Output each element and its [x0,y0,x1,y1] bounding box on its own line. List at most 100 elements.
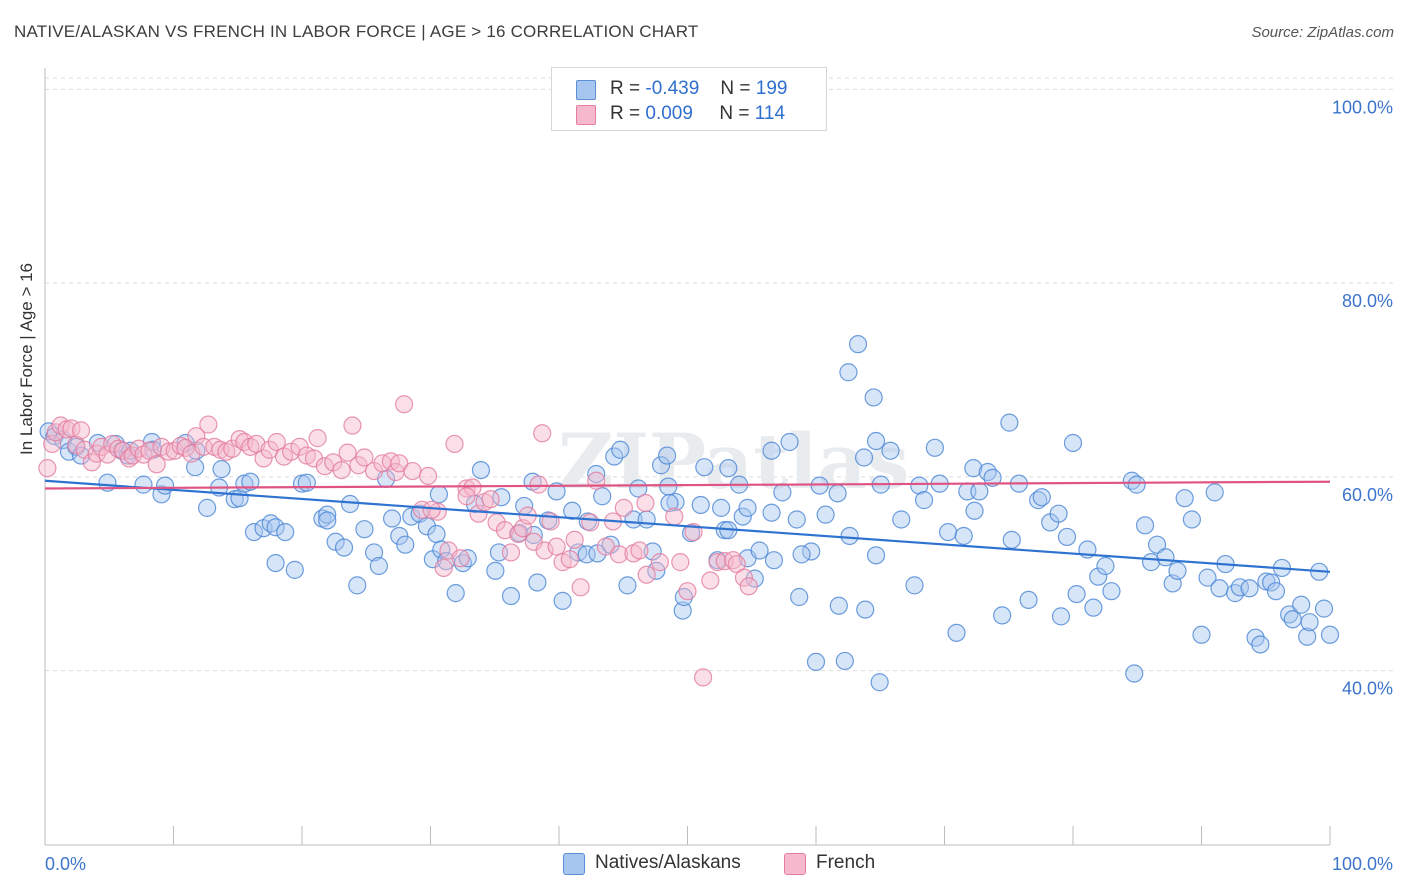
data-point [733,507,752,526]
data-point [854,448,874,467]
n-label: N = [719,103,750,124]
data-point [1168,561,1187,580]
x-tick-label: 0.0% [45,854,86,874]
axes [44,68,1331,846]
data-point [806,652,826,672]
data-point [241,472,260,491]
data-point [1089,567,1108,586]
data-point [451,549,470,568]
data-point [719,459,738,478]
natives-legend-swatch [563,853,585,875]
chart-title: NATIVE/ALASKAN VS FRENCH IN LABOR FORCE … [14,22,699,41]
data-point [266,553,285,573]
data-point [509,524,528,544]
data-point [355,448,374,467]
data-point [1067,584,1086,604]
data-point [382,509,402,528]
data-point [1063,433,1083,453]
data-point [427,524,446,544]
data-point [1084,598,1103,617]
data-point [673,601,692,620]
data-point [609,545,629,564]
data-point [1292,595,1311,614]
data-point [993,606,1012,625]
data-point [429,485,449,504]
data-point [338,443,357,462]
data-point [396,535,415,554]
data-point [925,438,944,457]
data-point [839,363,858,382]
data-point [297,473,316,492]
data-point [445,434,464,454]
natives-swatch [576,80,596,100]
data-point [1127,475,1146,494]
data-point [82,453,101,472]
data-point [510,523,529,543]
x-tick-labels: 0.0% 100.0% [45,854,1393,874]
source-label[interactable]: Source: ZipAtlas.com [1251,24,1394,41]
data-point [734,568,754,587]
data-point [394,395,414,414]
data-point [457,487,476,506]
data-point [1240,579,1259,598]
data-point [665,507,684,526]
data-point [1051,607,1071,626]
data-point [750,541,769,560]
data-point [1320,625,1340,644]
data-point [1314,599,1334,618]
data-point [71,421,91,440]
data-point [643,542,662,561]
data-point [266,518,285,537]
data-point [134,475,153,494]
data-point [965,501,984,520]
data-point [340,494,360,514]
data-point [790,587,809,607]
data-point [659,477,678,496]
data-point [764,551,784,570]
data-point [695,458,714,477]
natives-alaskans-points [39,335,1340,692]
data-point [1096,556,1115,576]
data-point [103,434,122,454]
data-point [905,576,924,595]
data-point [787,510,806,529]
r-value: -0.439 [645,78,700,99]
data-point [315,457,334,476]
data-point [651,456,671,475]
data-point [308,429,327,448]
natives-legend-label: Natives/Alaskans [595,852,741,873]
data-point [553,591,572,610]
data-point [636,493,655,513]
data-point [970,482,989,501]
data-point [369,556,388,576]
stats-legend: R = -0.439 N = 199 R = 0.009 N = 114 [551,67,827,131]
data-point [964,459,983,478]
data-point [866,431,886,451]
data-point [701,571,720,590]
data-point [1019,590,1038,610]
data-point [816,505,835,524]
y-tick-label: 100.0% [1332,97,1393,117]
trend-lines [44,479,1331,573]
data-point [947,623,966,642]
y-tick-label: 60.0% [1342,485,1393,505]
data-point [267,432,286,452]
data-point [533,424,552,443]
data-point [881,441,900,460]
data-point [712,498,731,517]
data-point [954,526,973,546]
data-point [691,495,710,515]
data-point [581,513,600,532]
data-point [318,511,337,530]
data-point [708,553,727,572]
trend-line [44,479,1331,573]
data-point [864,388,883,407]
data-point [565,530,584,549]
data-point [571,578,590,597]
data-point [835,651,854,671]
french-points [38,395,758,687]
data-point [318,505,337,524]
data-point [469,504,488,523]
data-point [348,576,367,595]
data-point [762,503,781,522]
